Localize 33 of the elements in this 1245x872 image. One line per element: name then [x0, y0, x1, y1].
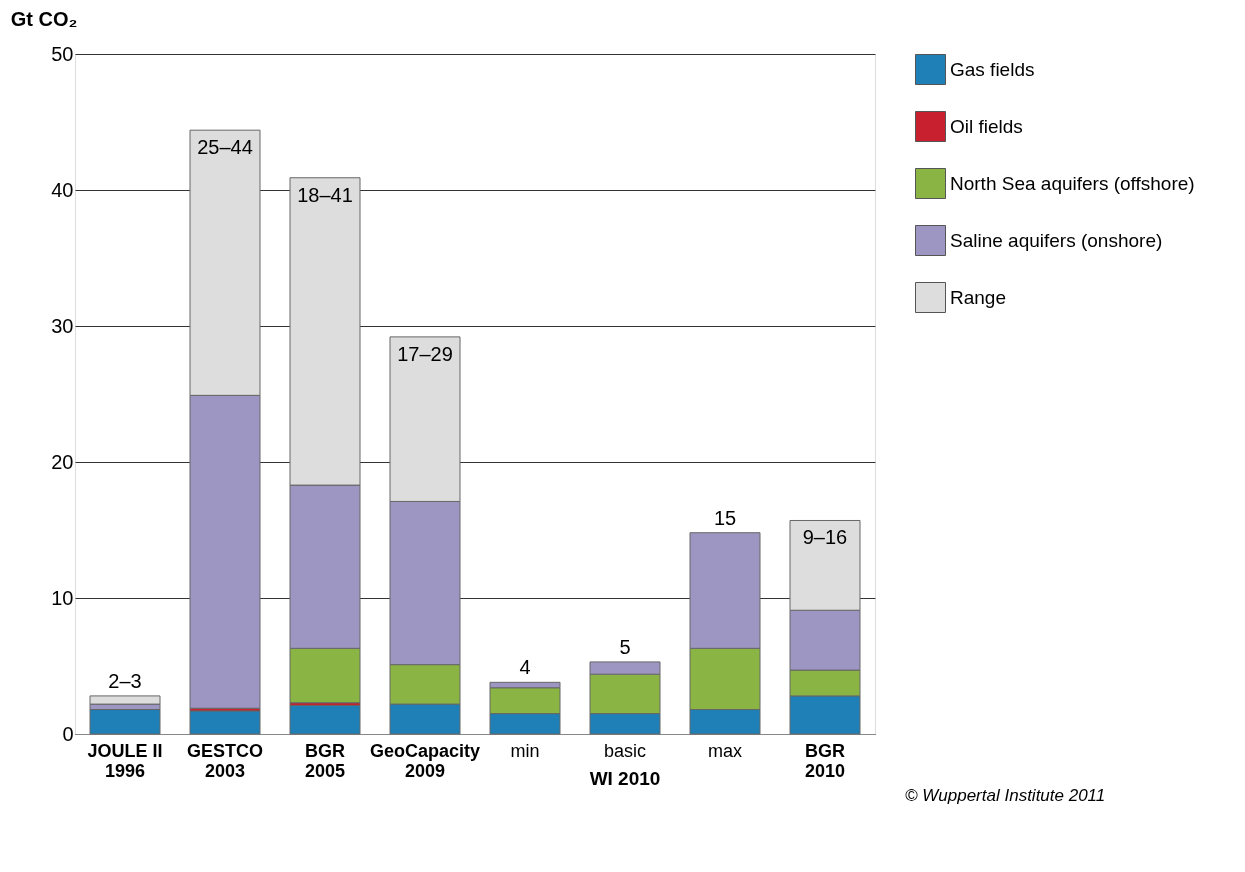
legend-label: Saline aquifers (onshore) [950, 229, 1163, 251]
x-tick-label: BGR 2010 [804, 740, 846, 781]
y-tick-label: 0 [62, 722, 74, 745]
y-tick-label: 10 [51, 586, 74, 609]
legend-label: Gas fields [950, 58, 1035, 80]
x-tick-label: BGR 2005 [304, 740, 346, 781]
legend-label: Range [950, 286, 1006, 308]
x-tick-label: JOULE II 1996 [87, 740, 163, 781]
text: © Wuppertal Institute 2011 [905, 786, 1106, 805]
y-tick-label: 20 [51, 450, 74, 473]
x-tick-label: GESTCO 2003 [186, 740, 264, 781]
total-label: 15 [713, 506, 737, 529]
legend-label: North Sea aquifers (offshore) [950, 172, 1195, 194]
x-tick-label: basic [603, 740, 647, 761]
y-tick-label: 50 [51, 42, 74, 65]
total-label: 25–44 [197, 136, 253, 159]
bar [89, 709, 161, 735]
total-label: 2–3 [108, 669, 142, 692]
total-label: 9–16 [802, 526, 848, 549]
x-tick-label: max [707, 740, 743, 761]
bar [189, 710, 261, 735]
y-axis-title: Gt CO₂ [10, 8, 78, 30]
total-label: 17–29 [397, 342, 453, 365]
x-tick-label: min [510, 740, 540, 761]
total-label: 18–41 [297, 183, 353, 206]
total-label: 5 [619, 635, 631, 658]
total-label: 4 [519, 656, 531, 679]
y-tick-label: 30 [51, 314, 74, 337]
text: WI 2010 [589, 768, 661, 789]
legend-label: Oil fields [950, 115, 1023, 137]
y-tick-label: 40 [51, 178, 74, 201]
x-tick-label: GeoCapacity 2009 [369, 740, 481, 781]
bar [289, 704, 361, 735]
